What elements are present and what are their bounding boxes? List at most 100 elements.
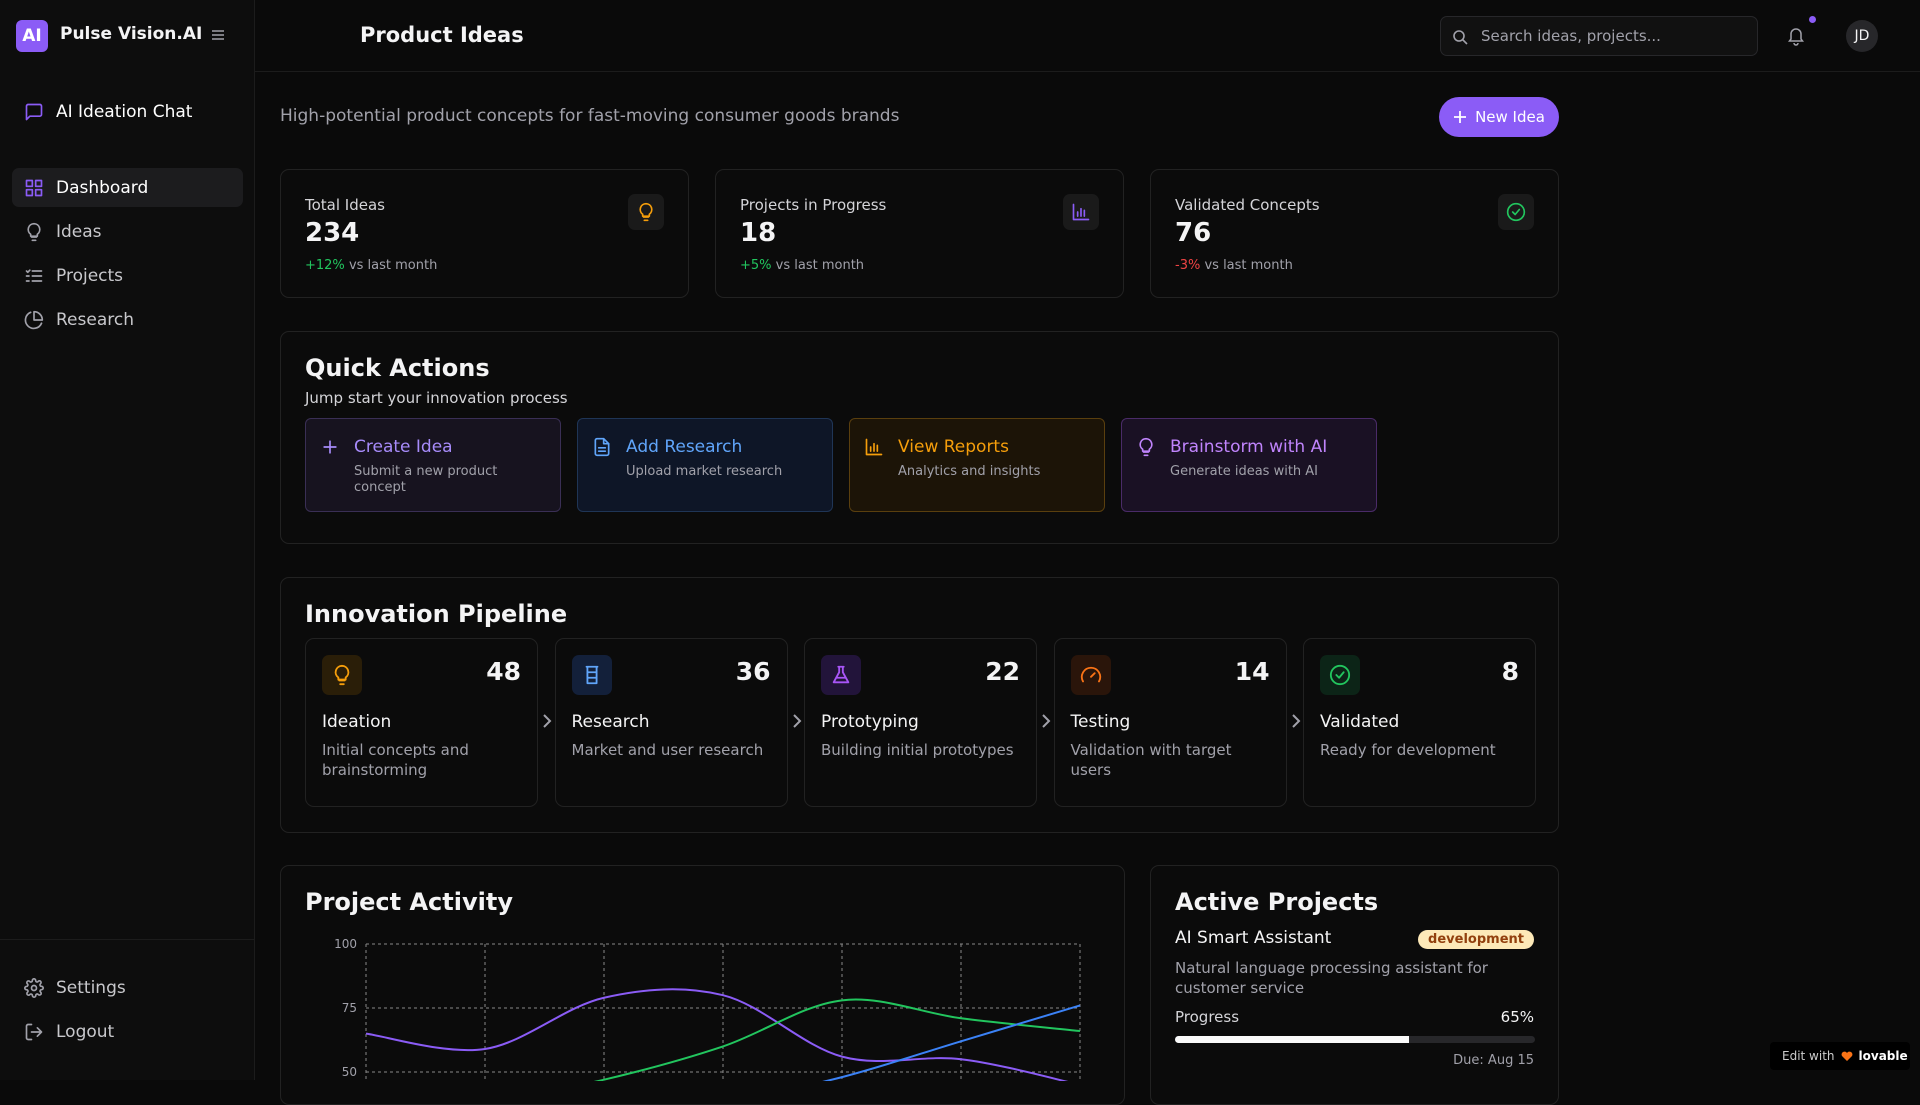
icon bbox=[27, 222, 41, 242]
action-card[interactable]: Create Idea Submit a new product concept bbox=[305, 418, 561, 512]
notification-dot bbox=[1809, 16, 1816, 23]
section-title: Innovation Pipeline bbox=[305, 600, 568, 628]
icon bbox=[25, 269, 43, 282]
stage-name: Research bbox=[571, 712, 650, 732]
action-icon bbox=[864, 437, 884, 461]
stat-label: Total Ideas bbox=[305, 196, 385, 214]
page-title: Product Ideas bbox=[360, 23, 524, 47]
active-projects-panel: Active Projects AI Smart Assistant develo… bbox=[1150, 865, 1559, 1105]
button-label: New Idea bbox=[1475, 108, 1545, 126]
bell-icon[interactable] bbox=[1787, 26, 1805, 46]
progress-label: 65% bbox=[1500, 1008, 1534, 1026]
search-box[interactable]: Search ideas, projects... bbox=[1440, 16, 1758, 56]
stat-card: Total Ideas 234 +12% vs last month bbox=[280, 169, 689, 298]
stage-card: 48 Ideation Initial concepts and brainstor… bbox=[305, 638, 538, 807]
icon bbox=[594, 437, 610, 457]
action-title: Brainstorm with AI bbox=[1170, 437, 1328, 457]
stat-icon bbox=[1063, 194, 1099, 230]
subtitle: High-potential product concepts for fast… bbox=[280, 106, 900, 126]
line-series bbox=[365, 988, 1069, 1081]
section-title: Active Projects bbox=[1175, 888, 1379, 916]
project-status: development bbox=[1418, 930, 1534, 949]
header: Product Ideas Search ideas, projects... … bbox=[255, 0, 1920, 72]
stage-name: Prototyping bbox=[821, 712, 919, 732]
icon bbox=[334, 664, 350, 686]
stage-arrow bbox=[542, 713, 552, 733]
project-due: Due: Aug 15 bbox=[1453, 1053, 1534, 1068]
action-description: Submit a new product concept bbox=[354, 464, 498, 495]
stage-arrow bbox=[792, 713, 802, 733]
change-note: vs last month bbox=[348, 258, 438, 273]
action-description: Upload market research bbox=[626, 464, 783, 479]
icon bbox=[832, 665, 850, 684]
menu-icon[interactable] bbox=[211, 28, 225, 42]
stage-count: 48 bbox=[486, 657, 521, 686]
icon bbox=[1139, 437, 1153, 457]
action-title: View Reports bbox=[898, 437, 1009, 457]
stage-arrow bbox=[1041, 713, 1051, 733]
sidebar: AI Pulse Vision.AI AI Ideation Chat Dashb… bbox=[0, 0, 255, 1080]
stat-change: -3% vs last month bbox=[1175, 258, 1293, 273]
footer-item[interactable]: Logout bbox=[12, 1012, 243, 1051]
stat-change: +5% vs last month bbox=[740, 258, 864, 273]
stat-change: +12% vs last month bbox=[305, 258, 437, 273]
stage-description: Building initial prototypes bbox=[821, 741, 1014, 759]
stage-icon bbox=[821, 655, 861, 695]
line-series bbox=[822, 1004, 1081, 1081]
icon bbox=[323, 440, 337, 454]
stat-label: Projects in Progress bbox=[740, 196, 887, 214]
action-card[interactable]: Brainstorm with AI Generate ideas with AI bbox=[1121, 418, 1377, 512]
stage-count: 8 bbox=[1501, 657, 1519, 686]
change-value: +5% bbox=[740, 258, 772, 273]
action-icon bbox=[320, 437, 340, 461]
stage-description: Validation with target users bbox=[1070, 741, 1232, 779]
stage-card: 14 Testing Validation with target users bbox=[1053, 638, 1287, 807]
brand: Pulse Vision.AI bbox=[60, 24, 203, 44]
badge-brand: lovable bbox=[1858, 1049, 1908, 1063]
stage-card: 8 Validated Ready for development bbox=[1303, 638, 1536, 807]
nav-item[interactable]: Research bbox=[12, 300, 243, 339]
stage-name: Testing bbox=[1070, 712, 1131, 732]
nav-item[interactable]: Projects bbox=[12, 256, 243, 295]
action-card[interactable]: Add Research Upload market research bbox=[577, 418, 833, 512]
stage-icon bbox=[322, 655, 362, 695]
action-card[interactable]: View Reports Analytics and insights bbox=[849, 418, 1105, 512]
nav-item[interactable]: Ideas bbox=[12, 212, 243, 251]
avatar[interactable]: JD bbox=[1846, 20, 1878, 52]
icon bbox=[865, 438, 883, 456]
stage-count: 36 bbox=[735, 657, 771, 686]
stat-label: Validated Concepts bbox=[1175, 196, 1320, 214]
chevron bbox=[792, 714, 801, 728]
icon bbox=[25, 103, 43, 121]
stat-icon bbox=[1498, 194, 1534, 230]
icon bbox=[24, 978, 44, 998]
stage-count: 22 bbox=[985, 657, 1020, 686]
change-value: -3% bbox=[1175, 258, 1201, 273]
change-value: +12% bbox=[305, 258, 345, 273]
chart: 50 75 100 bbox=[334, 937, 1081, 1081]
stat-card: Validated Concepts 76 -3% vs last month bbox=[1150, 169, 1559, 298]
nav-item[interactable]: Dashboard bbox=[12, 168, 243, 207]
progress-title: Progress bbox=[1175, 1008, 1240, 1026]
change-note: vs last month bbox=[775, 258, 865, 273]
line-series bbox=[593, 998, 1081, 1081]
icon bbox=[639, 202, 653, 222]
project-description: Natural language processing assistant fo… bbox=[1175, 959, 1488, 997]
y-tick-label: 50 bbox=[342, 1065, 357, 1079]
icon bbox=[1329, 664, 1351, 686]
stage-icon bbox=[1070, 655, 1111, 695]
icon bbox=[1080, 666, 1101, 683]
y-tick-label: 100 bbox=[334, 937, 357, 951]
edit-badge[interactable]: Edit with lovable bbox=[1770, 1042, 1910, 1070]
stat-card: Projects in Progress 18 +5% vs last month bbox=[715, 169, 1124, 298]
search-placeholder: Search ideas, projects... bbox=[1481, 27, 1661, 45]
action-title: Add Research bbox=[626, 437, 743, 457]
stat-value: 18 bbox=[740, 218, 777, 248]
new-idea-button[interactable]: New Idea bbox=[1439, 97, 1559, 137]
action-title: Create Idea bbox=[354, 437, 453, 457]
logo: AI bbox=[16, 20, 48, 52]
footer-item[interactable]: Settings bbox=[12, 968, 243, 1007]
action-description: Analytics and insights bbox=[898, 464, 1041, 479]
chat-link[interactable]: AI Ideation Chat bbox=[12, 92, 243, 131]
stage-icon bbox=[1320, 655, 1360, 695]
